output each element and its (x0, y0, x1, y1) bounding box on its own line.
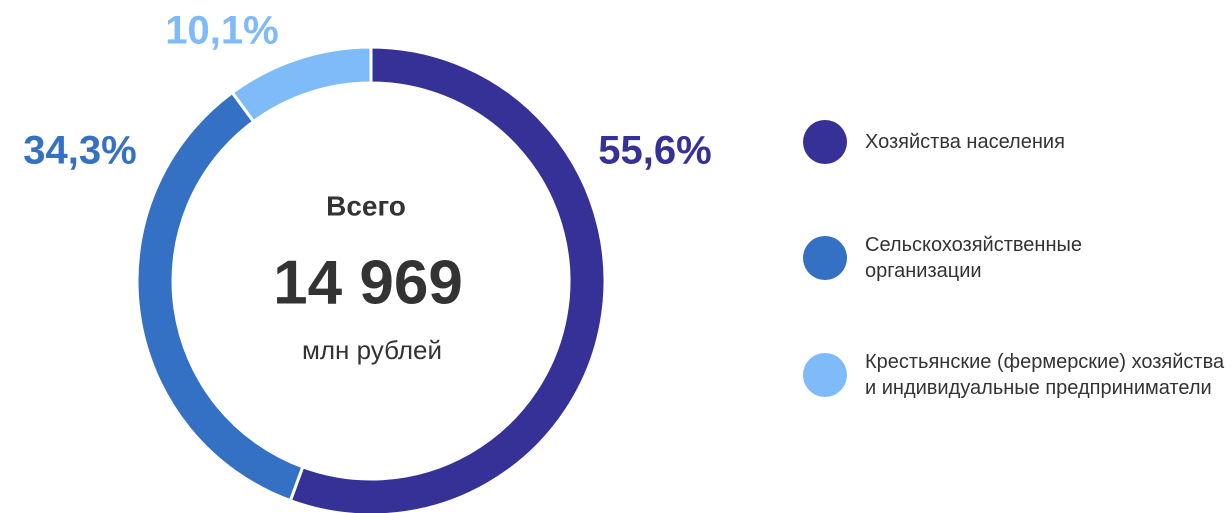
legend-label: Сельскохозяйственные организации (865, 234, 1082, 282)
center-unit: млн рублей (302, 335, 442, 365)
value-label: 34,3% (23, 129, 136, 173)
value-label: 10,1% (165, 9, 278, 53)
legend-label: Хозяйства населения (865, 131, 1065, 153)
donut-segment (288, 45, 607, 513)
legend-marker (803, 353, 847, 397)
value-label: 55,6% (598, 129, 711, 173)
legend-marker (803, 120, 847, 164)
center-title: Всего (326, 190, 406, 221)
legend-marker (803, 236, 847, 280)
legend-label: Крестьянские (фермерские) хозяйства и ин… (865, 351, 1225, 399)
donut-segment (230, 45, 373, 124)
center-value: 14 969 (273, 248, 463, 317)
